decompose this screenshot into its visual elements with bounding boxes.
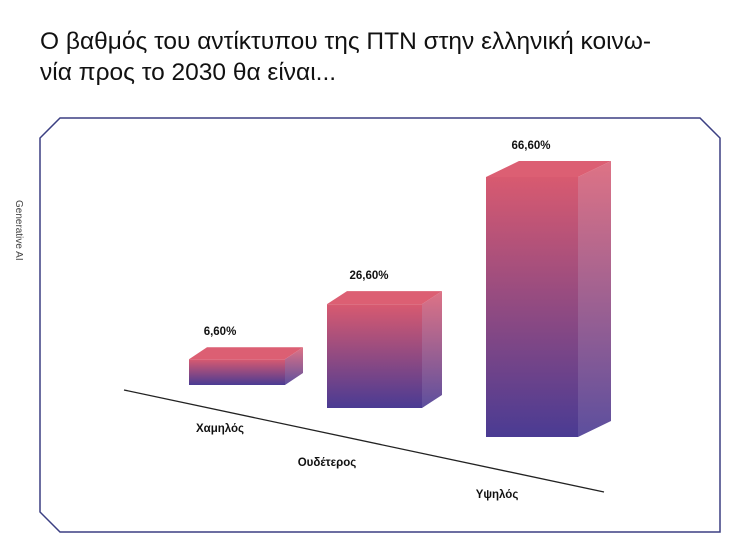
- bar: [486, 161, 611, 437]
- bar-side-face: [578, 161, 611, 437]
- bar: [189, 347, 303, 385]
- value-label: 66,60%: [511, 140, 550, 152]
- category-label: Χαμηλός: [196, 423, 244, 435]
- value-label: 6,60%: [204, 326, 237, 338]
- category-label: Υψηλός: [476, 489, 519, 501]
- bar-front-face: [189, 359, 285, 385]
- page-title: Ο βαθμός του αντίκτυπου της ΠΤΝ στην ελλ…: [40, 26, 720, 88]
- bar-side-face: [422, 291, 442, 408]
- category-labels-group: Χαμηλός Ουδέτερος Υψηλός: [196, 423, 518, 501]
- bar-top-face: [189, 347, 303, 360]
- bars-group: [189, 161, 611, 437]
- side-label: Generative AI: [13, 200, 24, 261]
- chart-baseline: [123, 389, 605, 493]
- page-title-line-2: νία προς το 2030 θα είναι...: [40, 59, 337, 86]
- bar-side-face: [285, 347, 303, 385]
- value-labels-group: 6,60% 26,60% 66,60%: [204, 140, 551, 338]
- page-title-line-1: Ο βαθμός του αντίκτυπου της ΠΤΝ στην ελλ…: [40, 28, 652, 55]
- value-label: 26,60%: [349, 270, 388, 282]
- bar-top-face: [486, 161, 611, 177]
- bar-front-face: [327, 304, 422, 408]
- bar-front-face: [486, 177, 578, 437]
- bar: [327, 291, 442, 408]
- category-label: Ουδέτερος: [298, 457, 357, 469]
- bar-top-face: [327, 291, 442, 305]
